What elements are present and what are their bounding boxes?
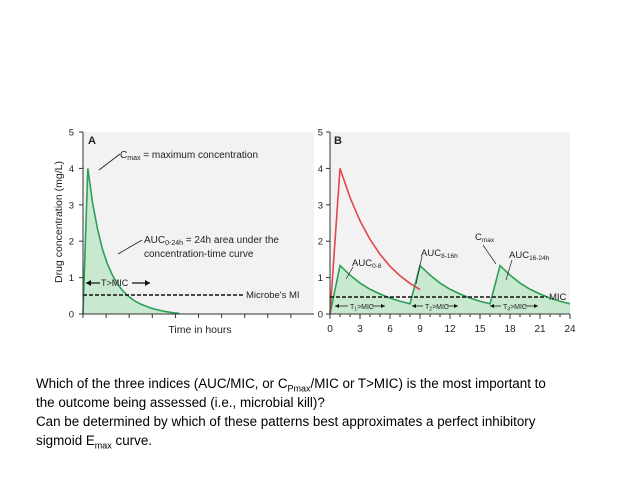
- panel-a-label: A: [88, 135, 96, 147]
- panel-b-auc3-annotation: AUC16-24h: [509, 250, 550, 262]
- panel-b-auc2-annotation: AUC8-16h: [421, 248, 458, 260]
- panel-a-area-fill: [83, 168, 180, 314]
- panel-b-y-ticks: 0 1 2 3 4 5: [318, 128, 330, 321]
- panel-b-x-tick-label: 21: [534, 324, 546, 335]
- panel-b-y-tick-label: 3: [318, 200, 323, 211]
- panel-b-single-dose-line: [329, 168, 421, 315]
- panel-a-background: [83, 132, 314, 314]
- caption-line-2: the outcome being assessed (i.e., microb…: [36, 395, 325, 410]
- panel-a-y-tick-label: 5: [69, 128, 74, 139]
- caption-line-3: Can be determined by which of these patt…: [36, 414, 536, 429]
- panel-a-tmic-arrowhead-right: [145, 280, 150, 286]
- panel-b-y-tick-label: 0: [318, 310, 323, 321]
- panel-b-label: B: [334, 135, 342, 147]
- panel-a-y-tick-label: 3: [69, 200, 74, 211]
- panel-b-x-tick-label: 9: [417, 324, 423, 335]
- panel-b-y-tick-label: 4: [318, 164, 323, 175]
- caption-line-1: Which of the three indices (AUC/MIC, or …: [36, 376, 546, 394]
- panel-b-y-tick-label: 5: [318, 128, 323, 139]
- panel-b-x-ticks: 0 3 6 9 12 15 18 21 24: [327, 314, 576, 335]
- panel-b-x-tick-label: 15: [474, 324, 486, 335]
- panel-b-cmax-annotation: Cmax: [475, 232, 495, 244]
- panel-a-auc-annotation: AUC0-24h = 24h area under the: [144, 235, 279, 247]
- panel-b-t2-marker: T2>MIC: [412, 301, 458, 313]
- panel-a-y-tick-label: 4: [69, 164, 74, 175]
- panel-b-auc1-pointer: [345, 266, 354, 280]
- panel-b-divided-dose-line: [329, 264, 571, 315]
- caption: Which of the three indices (AUC/MIC, or …: [36, 374, 616, 450]
- panel-b-background: [330, 132, 570, 314]
- panel-a-auc-pointer: [117, 239, 143, 255]
- panel-b-mic-label: MIC: [549, 292, 567, 303]
- panel-a-ylabel: Drug concentration (mg/L): [53, 161, 65, 283]
- panel-b-y-tick-label: 1: [318, 273, 323, 284]
- panel-a-auc-annotation-line2: concentration-time curve: [144, 249, 254, 260]
- panel-a-xlabel: Time in hours: [168, 324, 231, 336]
- panel-a-y-tick-label: 1: [69, 273, 74, 284]
- panel-b-x-tick-label: 12: [444, 324, 456, 335]
- panel-a-cmax-pointer: [98, 153, 121, 171]
- panel-b-auc3-pointer: [505, 259, 513, 281]
- panel-a-series-area: [82, 168, 180, 315]
- panel-b-x-tick-label: 6: [387, 324, 393, 335]
- panel-b-auc2-pointer: [415, 255, 423, 285]
- panel-b-x-tick-label: 3: [357, 324, 363, 335]
- panel-a-y-ticks: 0 1 2 3 4 5: [69, 128, 83, 321]
- panel-b-x-tick-label: 18: [504, 324, 516, 335]
- caption-line-4: sigmoid Emax curve.: [36, 433, 152, 451]
- panel-b-t3-marker: T3>MIC: [490, 301, 538, 313]
- panel-b-x-tick-label: 0: [327, 324, 333, 335]
- panel-b-y-tick-label: 2: [318, 237, 323, 248]
- svg-text:T3>MIC: T3>MIC: [503, 304, 527, 313]
- panel-a-y-tick-label: 2: [69, 237, 74, 248]
- panel-a-y-tick-label: 0: [69, 310, 74, 321]
- panel-a-x-ticks: [82, 314, 292, 318]
- panel-a: 0 1 2 3 4 5 A Drug concentration (mg/L) Time …: [53, 128, 314, 336]
- panel-a-mic-label: Microbe's MI: [246, 290, 300, 301]
- panel-a-tmic-arrowhead-left: [86, 280, 91, 286]
- panel-a-cmax-annotation: Cmax = maximum concentration: [120, 150, 258, 162]
- panel-b-auc1-annotation: AUC0-8: [352, 258, 382, 270]
- svg-text:T2>MIC: T2>MIC: [425, 304, 449, 313]
- panel-b-t1-marker: T1>MIC: [335, 301, 385, 313]
- svg-text:T1>MIC: T1>MIC: [350, 304, 374, 313]
- panel-b-x-tick-label: 24: [564, 324, 576, 335]
- panel-b-cmax-pointer: [482, 244, 497, 265]
- panel-a-concentration-line: [82, 168, 180, 315]
- panel-a-tmic-label: T>MIC: [101, 278, 129, 288]
